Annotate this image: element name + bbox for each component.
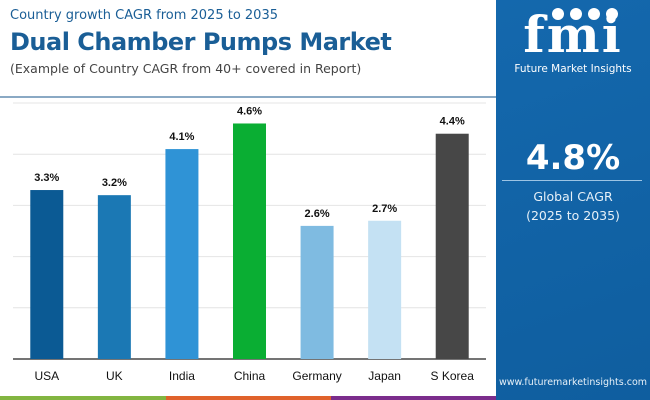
global-cagr-value: 4.8% [525,138,621,178]
x-tick-label: India [169,369,195,383]
stripe-purple [331,396,496,400]
x-tick-label: S Korea [431,369,475,383]
data-label: 2.6% [305,208,330,220]
data-label: 4.1% [169,131,194,143]
data-label: 2.7% [372,203,397,215]
fmi-logo: fmi [523,5,623,64]
divider [0,96,496,98]
x-tick-label: Japan [368,369,401,383]
x-tick-label: UK [106,369,123,383]
x-tick-label: USA [34,369,59,383]
bar-india [165,149,199,359]
chart-title: Dual Chamber Pumps Market [10,28,392,56]
data-label: 4.4% [440,116,465,128]
x-tick-label: China [234,369,266,383]
global-cagr-label: Global CAGR (2025 to 2035) [496,187,650,225]
data-label: 3.3% [34,172,59,184]
data-label: 4.6% [237,105,262,117]
stripe-green [0,396,166,400]
bar-germany [300,225,334,359]
logo-globe-icons [552,8,618,20]
global-cagr-text: Global CAGR [533,189,613,204]
bar-usa [30,190,64,359]
bar-china [233,123,266,359]
panel-divider [502,180,642,181]
bar-uk [97,195,131,359]
chart-note: (Example of Country CAGR from 40+ covere… [10,61,362,76]
website-link[interactable]: www.futuremarketinsights.com [498,377,648,388]
bar-s-korea [435,133,469,359]
global-cagr-period: (2025 to 2035) [526,208,620,223]
chart-subtitle: Country growth CAGR from 2025 to 2035 [10,8,278,23]
side-panel: fmi Future Market Insights 4.8% Global C… [496,0,650,400]
data-label: 3.2% [102,177,127,189]
bar-chart: 3.3% USA 3.2% UK 4.1% India 4.6% China 2.6% Germa… [13,102,486,383]
stripe-orange [166,396,331,400]
brand-name: Future Market Insights [514,63,632,75]
x-tick-label: Germany [292,369,341,383]
bar-japan [368,220,402,359]
